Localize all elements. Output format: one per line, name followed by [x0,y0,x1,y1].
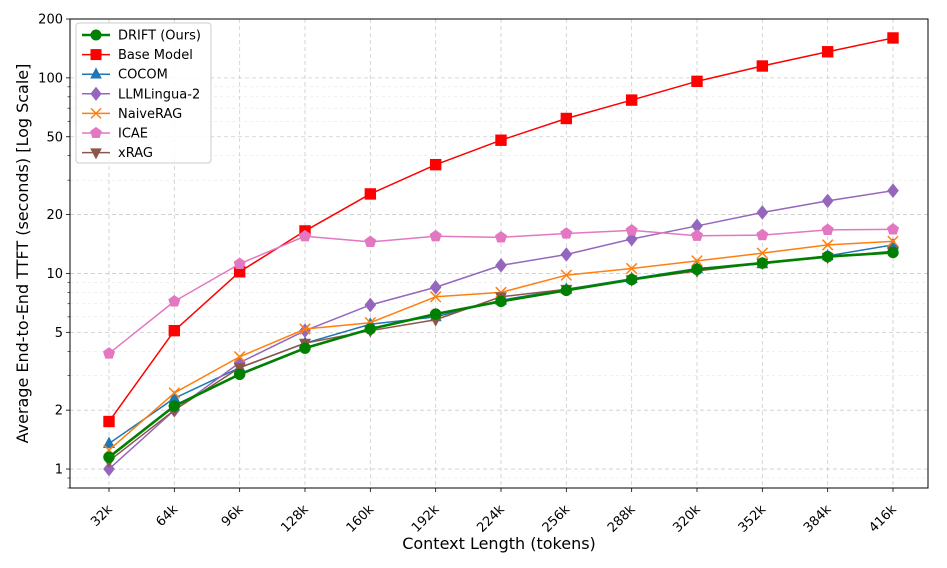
data-point [821,193,834,209]
data-point [429,291,442,303]
legend-entry: NaiveRAG [82,107,182,122]
plot-frame [69,18,929,489]
data-point [429,308,442,320]
data-point [103,451,115,463]
legend-marker [90,67,102,79]
data-point [364,235,377,248]
legend-label: NaiveRAG [118,107,182,122]
legend-label: COCOM [118,68,168,83]
data-point [887,246,899,259]
series [103,183,899,477]
data-point [560,112,573,125]
data-point [168,387,181,399]
data-point [233,257,246,269]
legend-marker [90,126,102,138]
data-point [233,351,246,363]
data-point [103,461,115,477]
data-point [102,347,116,359]
data-point [756,247,769,259]
data-point [429,279,442,295]
data-point [103,415,115,428]
data-point [429,158,442,171]
data-point [821,250,834,263]
data-point [560,247,573,262]
legend-marker [90,49,102,61]
data-point [494,231,508,243]
legend-label: xRAG [118,146,153,161]
data-point [495,295,507,308]
data-point [625,231,638,247]
data-point [887,32,899,44]
y-tick-label: 1 [55,463,63,478]
data-point [887,183,899,198]
y-tick-label: 100 [38,71,63,86]
legend-label: Base Model [118,48,193,63]
y-tick-label: 50 [46,130,63,145]
data-point [299,323,311,335]
data-point [756,228,769,241]
data-point [691,75,703,88]
y-tick-label: 2 [55,404,63,419]
data-point [690,229,704,241]
series [102,223,900,359]
legend-marker [90,148,102,160]
data-point [560,284,573,297]
data-point [887,235,899,248]
legend-marker [90,29,102,41]
data-point [299,342,311,354]
data-point [168,324,181,337]
data-point [821,239,834,251]
legend-box [75,22,212,164]
legend-entry: ICAE [82,127,148,142]
data-point [756,205,769,220]
legend-marker [90,86,102,101]
y-tick-label: 20 [46,208,63,223]
series [103,246,899,463]
data-point [102,436,116,448]
legend-entry: COCOM [82,67,168,83]
legend-entry: DRIFT (Ours) [82,29,201,44]
data-point [495,258,507,273]
data-point [168,295,181,307]
x-axis-label: Context Length (tokens) [402,534,596,553]
legend-label: DRIFT (Ours) [118,29,201,44]
series-layer [102,32,900,477]
y-tick-label: 5 [55,326,63,341]
legend-marker [90,107,102,119]
data-point [886,223,900,235]
data-point [625,94,638,106]
legend-label: ICAE [118,127,148,142]
y-axis-label: Average End-to-End TTFT (seconds) [Log S… [13,64,32,444]
data-point [560,227,573,239]
data-point [233,368,246,381]
data-point [364,323,377,335]
data-point [364,188,377,200]
data-point [168,400,181,412]
data-point [560,269,573,281]
data-point [756,257,769,269]
y-tick-label: 10 [46,267,63,282]
data-point [756,60,769,72]
y-tick-label: 200 [38,13,63,28]
data-point [821,223,834,236]
legend-entry: LLMLingua-2 [82,86,200,102]
data-point [821,46,834,58]
data-point [298,229,312,242]
legend-label: LLMLingua-2 [118,87,200,102]
data-point [691,263,703,276]
data-point [625,224,638,236]
grid [70,18,928,489]
series [103,32,899,428]
legend: DRIFT (Ours) Base Model COCOM LLMLingua-2 Na… [75,22,212,164]
data-point [691,255,703,267]
data-point [429,229,442,242]
legend-entry: xRAG [82,146,153,161]
legend-entry: Base Model [82,48,193,63]
data-point [625,262,638,275]
data-point [364,297,377,313]
data-point [495,134,507,146]
data-point [625,273,638,286]
